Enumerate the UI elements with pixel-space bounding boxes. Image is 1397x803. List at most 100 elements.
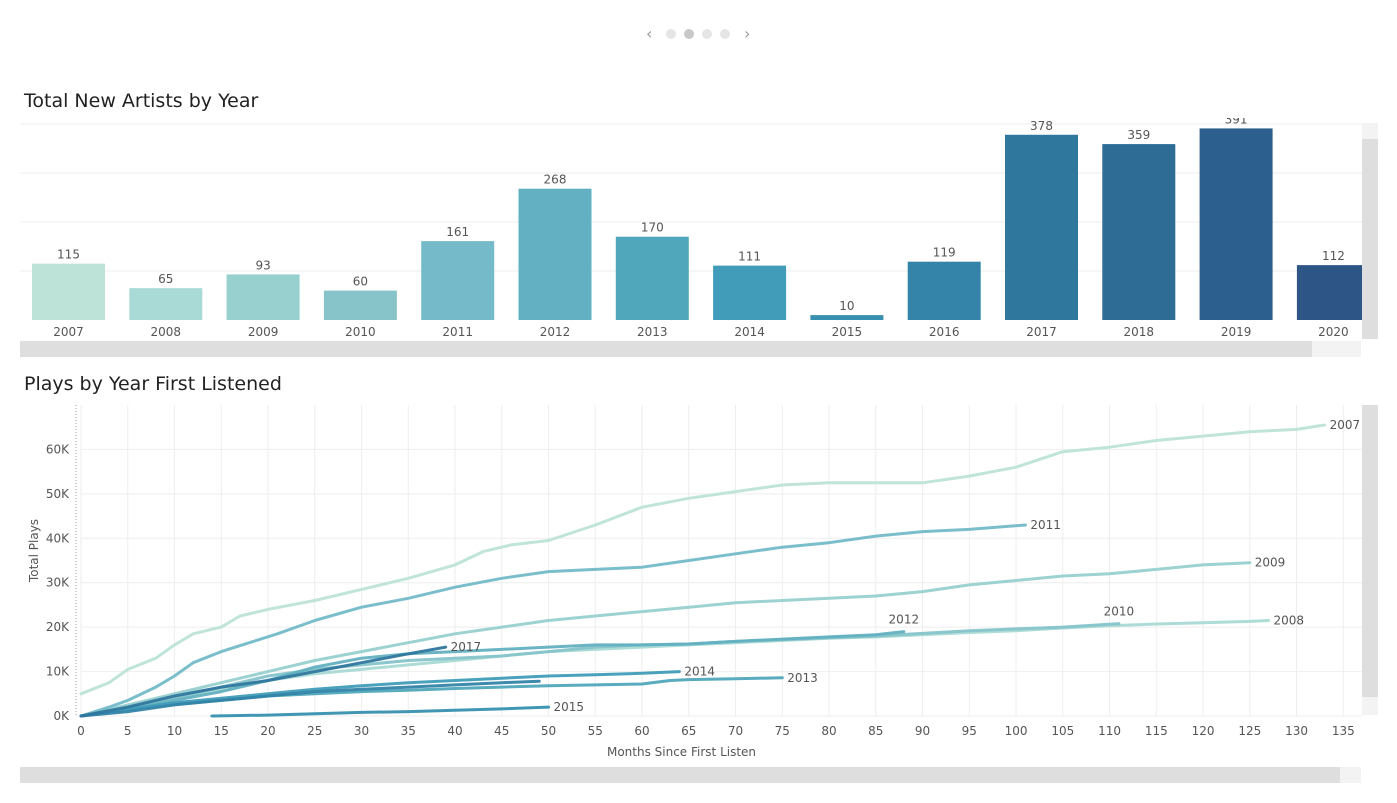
- series-end-label: 2007: [1330, 418, 1361, 432]
- series-line-2017: [79, 645, 448, 718]
- x-tick-label: 2013: [637, 325, 668, 339]
- x-tick-label: 55: [588, 724, 603, 738]
- x-tick-label: 2010: [345, 325, 376, 339]
- bar-value-label: 119: [933, 246, 956, 260]
- y-tick-label: 30K: [46, 576, 70, 590]
- x-tick-label: 2016: [929, 325, 960, 339]
- bar-value-label: 268: [544, 173, 567, 187]
- y-axis-label: Total Plays: [27, 519, 41, 583]
- bar-value-label: 112: [1322, 249, 1345, 263]
- bar-chart-title: Total New Artists by Year: [24, 90, 259, 112]
- x-tick-label: 2012: [540, 325, 571, 339]
- pager-dot-1[interactable]: [666, 29, 676, 39]
- x-tick-label: 0: [77, 724, 85, 738]
- bar-chart-vscroll-thumb[interactable]: [1362, 139, 1378, 339]
- chevron-right-icon[interactable]: ›: [744, 24, 751, 43]
- x-tick-label: 2018: [1124, 325, 1155, 339]
- chevron-left-icon[interactable]: ‹: [646, 24, 653, 43]
- x-tick-label: 2008: [151, 325, 182, 339]
- x-tick-label: 30: [354, 724, 369, 738]
- line-chart: 0K 10K 20K 30K 40K 50K 60K 0 5 10 15 20 25 30 35 40 45 50…: [27, 405, 1362, 759]
- line-chart-title: Plays by Year First Listened: [24, 373, 282, 395]
- bar-value-label: 60: [353, 275, 368, 289]
- x-tick-label: 65: [681, 724, 696, 738]
- x-tick-label: 2014: [734, 325, 765, 339]
- series-line-2010: [79, 622, 1121, 718]
- bar-2011: [421, 241, 495, 320]
- x-tick-label: 120: [1192, 724, 1215, 738]
- bar-2007: [32, 263, 105, 320]
- series-line-2009: [79, 561, 1252, 718]
- x-tick-label: 5: [124, 724, 132, 738]
- series-line-2012: [79, 630, 906, 718]
- series-end-label: 2009: [1255, 556, 1286, 570]
- x-tick-label: 110: [1098, 724, 1121, 738]
- bar-value-label: 93: [255, 258, 270, 272]
- bar-2016: [907, 261, 981, 320]
- bar-2017: [1005, 134, 1078, 320]
- x-tick-label: 70: [728, 724, 743, 738]
- page-pager: ‹ ›: [640, 24, 760, 44]
- x-tick-label: 130: [1285, 724, 1308, 738]
- bar-value-label: 65: [158, 272, 173, 286]
- x-tick-label: 2007: [53, 325, 84, 339]
- series-end-label: 2017: [451, 640, 482, 654]
- bar-2009: [226, 274, 300, 320]
- y-tick-label: 60K: [46, 442, 70, 456]
- pager-dot-2[interactable]: [684, 29, 694, 39]
- x-tick-label: 75: [775, 724, 790, 738]
- bar-chart-horizontal-scrollbar[interactable]: [20, 341, 1361, 357]
- bar-value-label: 359: [1127, 128, 1150, 142]
- x-tick-label: 60: [634, 724, 649, 738]
- series-line-2008: [79, 619, 1270, 718]
- series-end-label: 2013: [787, 671, 818, 685]
- y-tick-label: 40K: [46, 531, 70, 545]
- y-tick-label: 50K: [46, 487, 70, 501]
- x-tick-label: 10: [167, 724, 182, 738]
- bar-value-label: 170: [641, 221, 664, 235]
- x-tick-label: 2019: [1221, 325, 1252, 339]
- series-line-2007: [79, 423, 1327, 696]
- y-tick-label: 20K: [46, 620, 70, 634]
- bar-value-label: 391: [1225, 118, 1248, 126]
- bar-chart-vertical-scrollbar[interactable]: [1362, 123, 1378, 339]
- y-tick-label: 10K: [46, 665, 70, 679]
- bar-chart: 115 2007 65 2008 93 2009 60 2010 161 2011 268 2012 1…: [20, 118, 1362, 339]
- x-tick-label: 105: [1051, 724, 1074, 738]
- bar-2019: [1199, 128, 1273, 320]
- x-tick-label: 20: [260, 724, 275, 738]
- series-line-2016: [79, 679, 541, 718]
- x-tick-label: 2011: [442, 325, 473, 339]
- pager-dot-3[interactable]: [702, 29, 712, 39]
- bar-value-label: 10: [839, 299, 854, 313]
- bar-2018: [1102, 144, 1176, 320]
- line-chart-vertical-scrollbar[interactable]: [1362, 405, 1378, 715]
- bar-2015: [810, 315, 884, 320]
- series-end-label: 2008: [1273, 613, 1304, 627]
- y-tick-label: 0K: [53, 709, 70, 723]
- bar-value-label: 115: [57, 248, 80, 262]
- x-axis-label: Months Since First Listen: [607, 745, 756, 759]
- x-tick-label: 125: [1238, 724, 1261, 738]
- bar-2010: [323, 290, 397, 320]
- x-tick-label: 80: [821, 724, 836, 738]
- bar-value-label: 378: [1030, 119, 1053, 133]
- series-end-label: 2015: [554, 700, 585, 714]
- pager-dot-4[interactable]: [720, 29, 730, 39]
- x-tick-label: 135: [1332, 724, 1355, 738]
- x-tick-label: 85: [868, 724, 883, 738]
- bar-value-label: 111: [738, 250, 761, 264]
- bar-2013: [615, 236, 689, 320]
- bar-2020: [1296, 265, 1362, 320]
- series-end-label: 2010: [1104, 605, 1135, 619]
- x-tick-label: 45: [494, 724, 509, 738]
- line-chart-scroll-thumb[interactable]: [20, 767, 1340, 783]
- line-chart-vscroll-thumb[interactable]: [1362, 405, 1378, 697]
- bar-value-label: 161: [446, 225, 469, 239]
- series-end-label: 2014: [684, 665, 715, 679]
- line-chart-horizontal-scrollbar[interactable]: [20, 767, 1361, 783]
- series-end-label: 2011: [1030, 518, 1061, 532]
- bar-2014: [713, 265, 787, 320]
- x-tick-label: 2017: [1026, 325, 1057, 339]
- bar-chart-scroll-thumb[interactable]: [20, 341, 1312, 357]
